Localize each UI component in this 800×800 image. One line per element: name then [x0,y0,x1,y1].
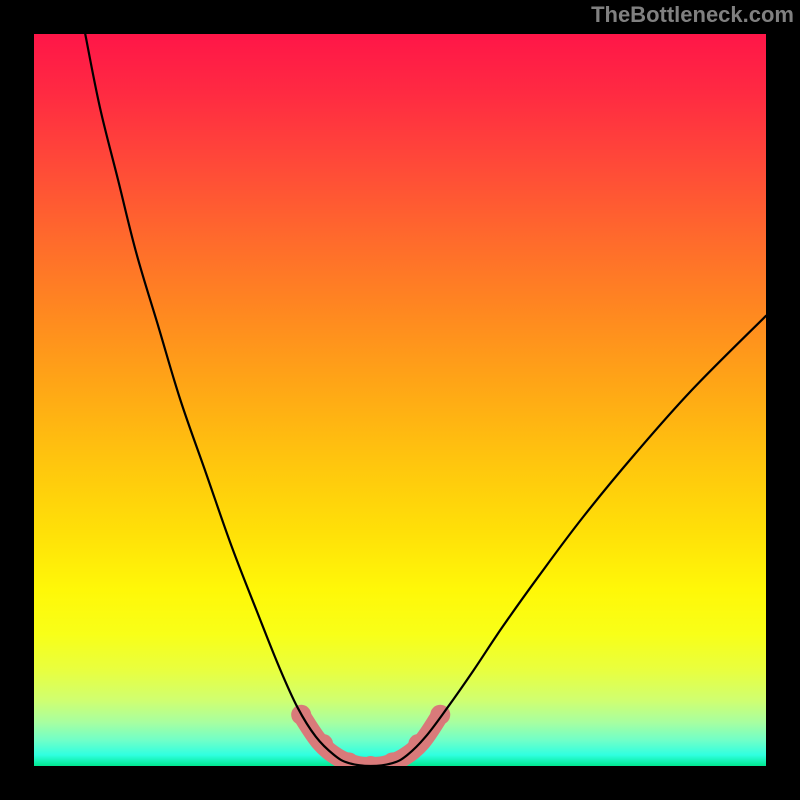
gradient-background [34,34,766,766]
plot-svg [34,34,766,766]
watermark-text: TheBottleneck.com [591,2,794,28]
plot-area [34,34,766,766]
chart-container: TheBottleneck.com [0,0,800,800]
